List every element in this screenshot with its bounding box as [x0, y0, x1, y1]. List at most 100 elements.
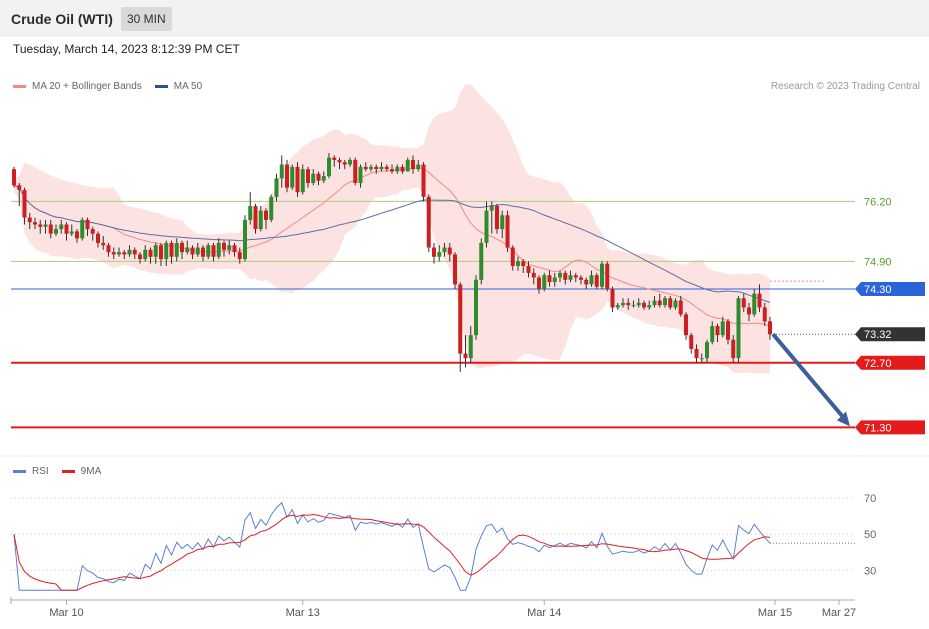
candle-body: [489, 206, 494, 211]
legend-swatch: [13, 470, 26, 473]
candle-body: [143, 249, 148, 260]
candle-body: [610, 289, 615, 308]
candle-body: [253, 206, 258, 230]
candle-body: [337, 159, 342, 163]
timeframe-button[interactable]: 30 MIN: [121, 7, 172, 31]
candle-body: [621, 302, 625, 306]
candle-body: [358, 166, 363, 183]
candle-body: [17, 185, 22, 190]
candle-body: [237, 252, 242, 260]
candle-body: [547, 275, 552, 283]
candle-body: [274, 178, 279, 197]
candle-body: [153, 245, 158, 257]
candle-body: [447, 247, 452, 255]
candle-body: [568, 275, 573, 280]
candle-body: [159, 245, 163, 260]
candle-body: [573, 275, 578, 278]
candle-body: [521, 261, 526, 266]
level-tag-74.30: [855, 282, 925, 297]
credit-text: Research © 2023 Trading Central: [770, 81, 920, 92]
candle-body: [195, 247, 200, 255]
candle-body: [726, 321, 730, 340]
candle-body: [647, 305, 652, 308]
candle-body: [374, 166, 379, 170]
candle-body: [673, 300, 678, 308]
candle-body: [479, 242, 484, 280]
candle-body: [59, 224, 64, 230]
rsi-level-label: 50: [864, 529, 876, 541]
legend-label: RSI: [32, 466, 49, 477]
candle-body: [206, 245, 211, 257]
candle-body: [33, 222, 37, 225]
rsi-level-label: 30: [864, 565, 876, 577]
candle-body: [295, 166, 300, 193]
candle-body: [468, 335, 473, 359]
candle-body: [631, 305, 636, 307]
candle-body: [164, 242, 169, 260]
candle-body: [342, 162, 347, 165]
candle-body: [190, 247, 195, 255]
candle-body: [127, 249, 132, 255]
candle-body: [379, 166, 384, 170]
candle-body: [710, 325, 715, 343]
candle-body: [248, 206, 253, 220]
candle-body: [484, 210, 489, 243]
candle-body: [432, 247, 436, 257]
candle-body: [227, 245, 232, 250]
candle-body: [474, 279, 478, 336]
legend-item-rsi: RSI: [13, 466, 49, 477]
candle-body: [505, 215, 510, 248]
level-tag-72.70: [855, 355, 925, 370]
candle-body: [747, 307, 751, 315]
main-legend: MA 20 + Bollinger Bands MA 50: [13, 81, 215, 92]
candle-body: [594, 275, 599, 287]
candle-body: [453, 254, 457, 285]
ma50-line: [13, 184, 771, 303]
candle-body: [411, 159, 415, 170]
legend-swatch: [13, 85, 26, 88]
candle-body: [258, 210, 263, 230]
candle-body: [442, 247, 447, 253]
candle-body: [290, 166, 295, 188]
rsi-legend: RSI 9MA: [13, 466, 114, 477]
x-tick-label: Mar 14: [527, 607, 561, 619]
candle-body: [526, 265, 531, 273]
candle-body: [174, 242, 179, 257]
candle-body: [584, 279, 589, 285]
candle-body: [558, 272, 562, 278]
candle-body: [542, 275, 547, 290]
candle-body: [316, 173, 321, 181]
candle-body: [69, 231, 74, 234]
candle-body: [510, 247, 515, 266]
candle-body: [405, 159, 410, 172]
bollinger-band-area: [14, 84, 770, 374]
level-tag-73.32: [855, 327, 925, 342]
candle-body: [563, 272, 568, 280]
level-label-71.30: 71.30: [864, 422, 892, 434]
candle-body: [384, 166, 389, 170]
candle-body: [390, 169, 394, 172]
candle-body: [437, 252, 442, 257]
candle-body: [216, 242, 221, 257]
legend-swatch: [61, 470, 75, 473]
candle-body: [106, 245, 111, 253]
candle-body: [311, 173, 316, 183]
candle-body: [552, 277, 557, 283]
candle-body: [38, 224, 43, 227]
candle-body: [668, 298, 673, 308]
candle-body: [180, 242, 184, 253]
level-label-76.20: 76.20: [864, 196, 892, 208]
candle-body: [663, 298, 667, 306]
level-tag-71.30: [855, 420, 925, 435]
x-tick-label: Mar 10: [49, 607, 83, 619]
candle-body: [363, 166, 368, 170]
candle-body: [757, 293, 762, 308]
candle-body: [132, 249, 137, 255]
candle-body: [101, 242, 106, 246]
candle-body: [285, 164, 289, 188]
candle-body: [458, 284, 463, 354]
candle-body: [531, 272, 536, 278]
candle-body: [201, 247, 205, 257]
legend-label: MA 50: [173, 81, 203, 92]
